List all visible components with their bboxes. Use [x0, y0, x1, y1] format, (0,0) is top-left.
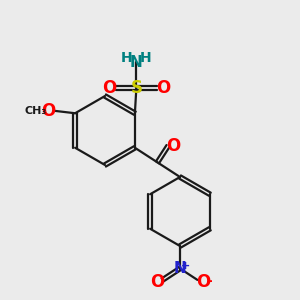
Text: O: O — [196, 273, 210, 291]
Text: N: N — [174, 261, 186, 276]
Text: O: O — [166, 137, 181, 155]
Text: S: S — [130, 79, 142, 97]
Text: -: - — [206, 274, 212, 287]
Text: O: O — [102, 79, 116, 97]
Text: O: O — [41, 102, 55, 120]
Text: H: H — [140, 51, 152, 65]
Text: O: O — [156, 79, 170, 97]
Text: O: O — [150, 273, 164, 291]
Text: N: N — [130, 55, 143, 70]
Text: CH₃: CH₃ — [25, 106, 47, 116]
Text: H: H — [121, 51, 133, 65]
Text: +: + — [181, 261, 190, 271]
